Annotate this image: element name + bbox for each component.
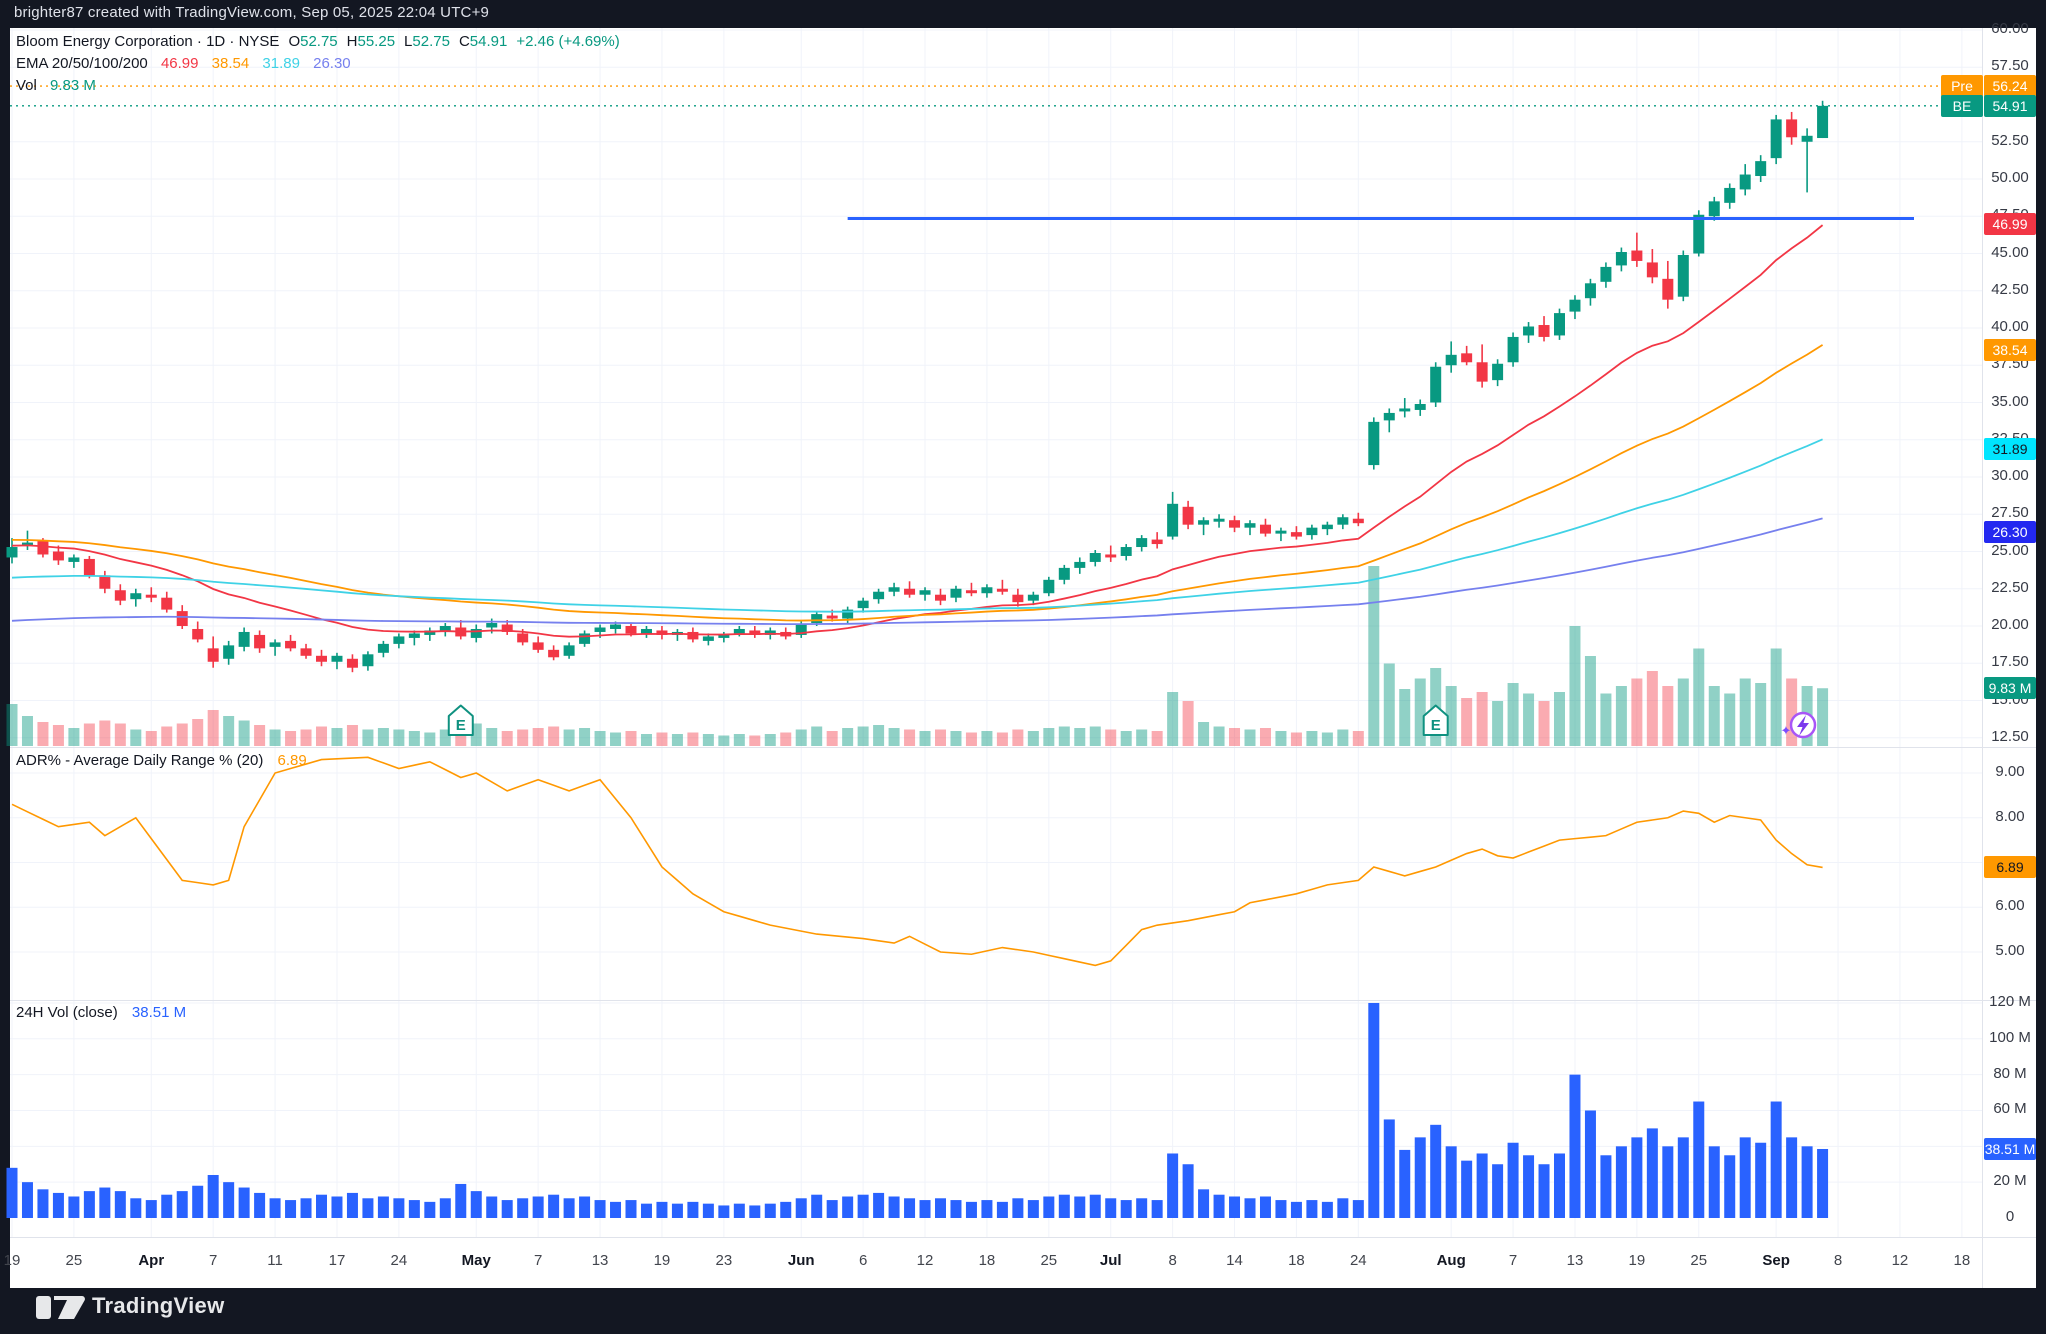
vol24-bars[interactable] (6, 1002, 1829, 1218)
ema50-line[interactable] (11, 344, 1824, 622)
ema200-line[interactable] (11, 517, 1823, 625)
grid-lines (10, 28, 1982, 1237)
adr-line[interactable] (11, 756, 1823, 967)
earnings-icon[interactable]: E (1422, 704, 1449, 736)
candlestick-series[interactable] (6, 100, 1829, 673)
lightning-button[interactable]: ✦ (1781, 711, 1817, 739)
svg-text:E: E (456, 717, 466, 734)
svg-text:E: E (1431, 717, 1441, 734)
sparkle-icon: ✦ (1781, 723, 1792, 738)
ema100-line[interactable] (11, 438, 1823, 613)
earnings-icon[interactable]: E (447, 704, 474, 736)
